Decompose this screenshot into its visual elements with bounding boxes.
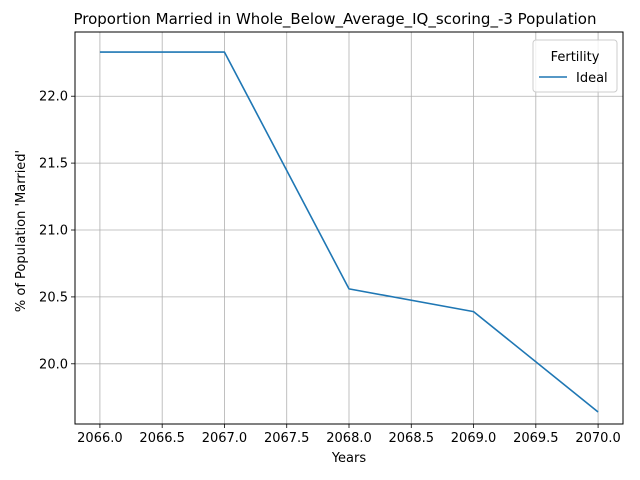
legend: Fertility Ideal bbox=[532, 39, 618, 93]
y-tick-label: 20.0 bbox=[39, 357, 68, 372]
series-line-ideal bbox=[99, 51, 599, 413]
x-tick-label: 2066.5 bbox=[139, 431, 185, 446]
y-tick-label: 22.0 bbox=[39, 90, 68, 105]
legend-box bbox=[532, 39, 618, 93]
x-axis-ticks: 2066.0 2066.5 2067.0 2067.5 2068.0 2068.5 2069… bbox=[77, 424, 621, 446]
x-tick-label: 2069.5 bbox=[513, 431, 559, 446]
series-lines bbox=[99, 51, 599, 413]
x-axis-label: Years bbox=[331, 451, 367, 466]
grid bbox=[75, 32, 623, 424]
legend-title: Fertility bbox=[551, 50, 600, 65]
y-tick-label: 21.0 bbox=[39, 224, 68, 239]
legend-label-ideal: Ideal bbox=[576, 71, 608, 86]
y-axis-label: % of Population 'Married' bbox=[14, 150, 29, 312]
x-tick-label: 2066.0 bbox=[77, 431, 123, 446]
x-tick-label: 2070.0 bbox=[575, 431, 621, 446]
x-tick-label: 2069.0 bbox=[451, 431, 497, 446]
x-tick-label: 2067.0 bbox=[202, 431, 248, 446]
x-tick-label: 2067.5 bbox=[264, 431, 310, 446]
plot-frame bbox=[74, 31, 624, 425]
x-tick-label: 2068.5 bbox=[389, 431, 435, 446]
y-axis-ticks: 20.0 20.5 21.0 21.5 22.0 bbox=[39, 90, 75, 372]
x-tick-label: 2068.0 bbox=[326, 431, 372, 446]
y-tick-label: 21.5 bbox=[39, 157, 68, 172]
chart-title: Proportion Married in Whole_Below_Averag… bbox=[73, 10, 596, 29]
y-tick-label: 20.5 bbox=[39, 290, 68, 305]
